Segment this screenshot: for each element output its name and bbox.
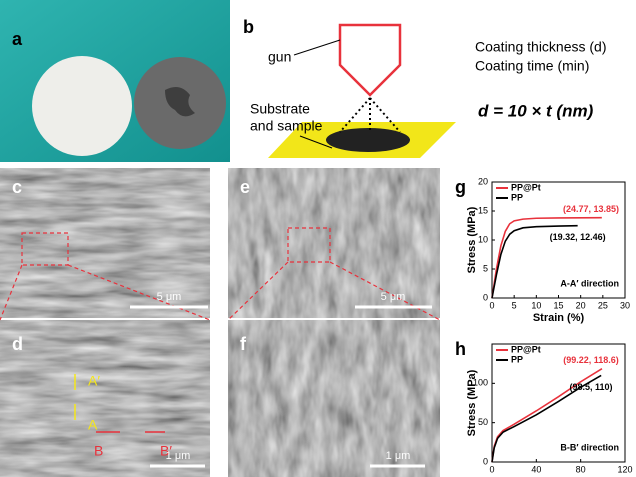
y-tick-label: 5: [483, 263, 488, 273]
annotation: (99.22, 118.6): [563, 355, 619, 365]
leader: [293, 39, 341, 56]
x-tick-label: 0: [489, 300, 494, 310]
x-tick-label: 25: [598, 300, 608, 310]
panel-label: g: [455, 177, 466, 197]
equation: d = 10 × t (nm): [478, 101, 594, 120]
annotation: (19.32, 12.46): [550, 232, 606, 242]
y-tick-label: 15: [478, 205, 488, 215]
x-tick-label: 20: [576, 300, 586, 310]
sample: [326, 128, 410, 152]
annotation: (24.77, 13.85): [563, 204, 619, 214]
y-tick-label: 50: [478, 417, 488, 427]
x-axis-label: Strain (%): [533, 476, 585, 477]
mark: B′: [160, 443, 172, 459]
x-tick-label: 10: [531, 300, 541, 310]
line: [491, 224, 578, 299]
plot-frame: [491, 343, 626, 463]
scale-label: 1 μm: [166, 450, 191, 462]
panel-label: c: [12, 177, 22, 197]
x-tick-label: 120: [617, 464, 632, 474]
leader: [299, 135, 333, 149]
y-tick-label: 10: [478, 234, 488, 244]
y-tick-label: 20: [478, 176, 488, 186]
panel-label: a: [12, 29, 23, 49]
line: [491, 374, 602, 463]
mark: A′: [88, 373, 100, 389]
panel-label: b: [243, 17, 254, 37]
sem-image: [0, 168, 210, 318]
label: and sample: [250, 118, 323, 134]
zoom-box: [0, 227, 441, 321]
spray: [339, 97, 401, 133]
legend-label: PP: [511, 192, 523, 202]
gun: [338, 23, 402, 97]
annotation: B-B′ direction: [560, 442, 619, 452]
sem-image: [228, 168, 440, 318]
label: Substrate: [250, 101, 310, 117]
note: Coating time (min): [475, 58, 589, 74]
x-tick-label: 15: [553, 300, 563, 310]
panel-label: h: [455, 339, 466, 359]
disc: [32, 56, 132, 156]
label: gun: [268, 49, 291, 65]
blotch: [165, 86, 195, 117]
scale-label: 5 μm: [381, 291, 406, 303]
legend-label: PP: [511, 354, 523, 364]
legend-label: PP@Pt: [511, 182, 541, 192]
mark: A: [88, 417, 98, 433]
legend-label: PP@Pt: [511, 344, 541, 354]
sem-image: [0, 320, 210, 477]
x-tick-label: 0: [489, 464, 494, 474]
line: [491, 216, 602, 299]
annotation: A-A′ direction: [560, 278, 619, 288]
annotation: (98.5, 110): [569, 382, 612, 392]
note: Coating thickness (d): [475, 39, 607, 55]
panel-label: d: [12, 334, 23, 354]
x-tick-label: 40: [531, 464, 541, 474]
y-axis-label: Stress (MPa): [466, 206, 478, 273]
x-tick-label: 80: [576, 464, 586, 474]
x-tick-label: 5: [512, 300, 517, 310]
y-tick-label: 100: [473, 378, 488, 388]
x-tick-label: 30: [620, 300, 630, 310]
sem-image: [228, 320, 440, 477]
scale-label: 5 μm: [157, 291, 182, 303]
panel-label: e: [240, 177, 250, 197]
y-axis-label: Stress (MPa): [466, 369, 478, 436]
mark: B: [94, 443, 103, 459]
panel-label: f: [240, 334, 247, 354]
y-tick-label: 0: [483, 292, 488, 302]
x-axis-label: Strain (%): [533, 312, 585, 324]
scale-label: 1 μm: [386, 450, 411, 462]
y-tick-label: 0: [483, 456, 488, 466]
